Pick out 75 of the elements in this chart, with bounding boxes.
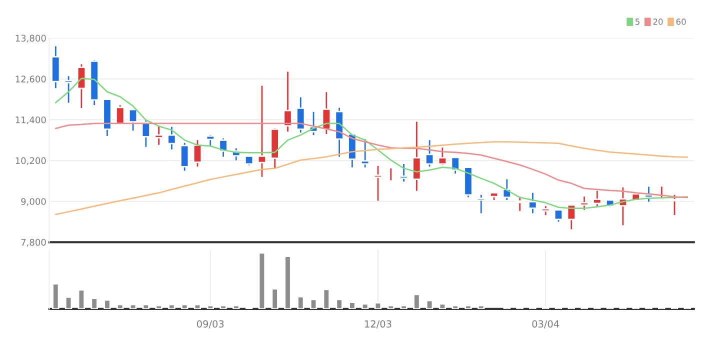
bar bbox=[142, 304, 150, 309]
legend-label: 20 bbox=[653, 18, 663, 25]
legend-label: 5 bbox=[635, 18, 640, 25]
x-tick-label: 09/03 bbox=[197, 320, 224, 328]
candlestick bbox=[180, 142, 190, 172]
candlestick bbox=[554, 209, 564, 222]
bar bbox=[206, 304, 214, 309]
bar bbox=[464, 304, 472, 309]
bar bbox=[155, 304, 162, 309]
bar bbox=[374, 302, 382, 309]
candlestick bbox=[412, 121, 422, 192]
candlestick bbox=[76, 64, 86, 109]
bar bbox=[361, 303, 369, 309]
bar bbox=[452, 304, 459, 309]
bar bbox=[220, 304, 227, 309]
bar bbox=[52, 283, 60, 309]
candlestick bbox=[580, 196, 589, 211]
bar bbox=[180, 304, 188, 309]
bar bbox=[322, 288, 330, 309]
legend-label: 60 bbox=[676, 18, 686, 25]
bar bbox=[232, 304, 240, 309]
candlestick bbox=[450, 156, 460, 174]
y-tick-label: 13,800 bbox=[16, 34, 46, 43]
bar bbox=[129, 304, 137, 309]
candlestick bbox=[424, 139, 434, 168]
candlestick bbox=[438, 146, 448, 166]
candlestick bbox=[167, 126, 176, 150]
candlestick bbox=[116, 104, 125, 124]
candlestick bbox=[399, 163, 408, 182]
candlestick bbox=[360, 138, 370, 168]
bar bbox=[348, 302, 356, 309]
bar bbox=[194, 304, 202, 309]
candlestick bbox=[528, 192, 538, 214]
x-tick-label: 12/03 bbox=[365, 320, 392, 328]
bar bbox=[104, 299, 111, 309]
bar bbox=[78, 289, 86, 309]
candlestick bbox=[141, 119, 150, 148]
candlestick bbox=[64, 75, 74, 104]
candlestick bbox=[476, 194, 486, 214]
y-tick-label: 11,400 bbox=[16, 116, 46, 124]
bar bbox=[413, 294, 420, 309]
bar bbox=[271, 288, 278, 309]
y-tick-label: 12,600 bbox=[16, 76, 46, 84]
candlestick bbox=[373, 165, 383, 202]
bar bbox=[284, 256, 292, 309]
bar bbox=[297, 296, 304, 309]
candlestick bbox=[670, 194, 680, 216]
bar bbox=[64, 296, 72, 309]
bar bbox=[168, 304, 176, 309]
y-tick-label: 9,000 bbox=[21, 198, 46, 206]
candlestick bbox=[218, 138, 228, 158]
candlestick bbox=[244, 155, 254, 166]
x-tick-label: 03/04 bbox=[532, 320, 560, 328]
bar bbox=[310, 298, 318, 309]
bar bbox=[478, 304, 485, 309]
candlestick bbox=[128, 108, 138, 132]
candlestick bbox=[257, 85, 267, 178]
bar bbox=[90, 298, 98, 309]
bar bbox=[438, 303, 446, 309]
bar bbox=[336, 298, 343, 309]
candlestick bbox=[206, 134, 215, 148]
y-tick-label: 7,800 bbox=[21, 238, 46, 247]
bar bbox=[387, 304, 394, 309]
bar bbox=[400, 304, 408, 309]
candlestick bbox=[592, 190, 602, 208]
line-series bbox=[54, 141, 688, 216]
candlestick bbox=[283, 71, 292, 132]
candlestick bbox=[515, 196, 524, 212]
bar bbox=[116, 304, 124, 309]
candlestick bbox=[296, 96, 306, 134]
bar bbox=[258, 252, 266, 309]
bar bbox=[426, 300, 434, 309]
candlestick bbox=[192, 139, 202, 168]
y-tick-label: 10,200 bbox=[16, 157, 46, 166]
candlestick bbox=[154, 125, 164, 146]
